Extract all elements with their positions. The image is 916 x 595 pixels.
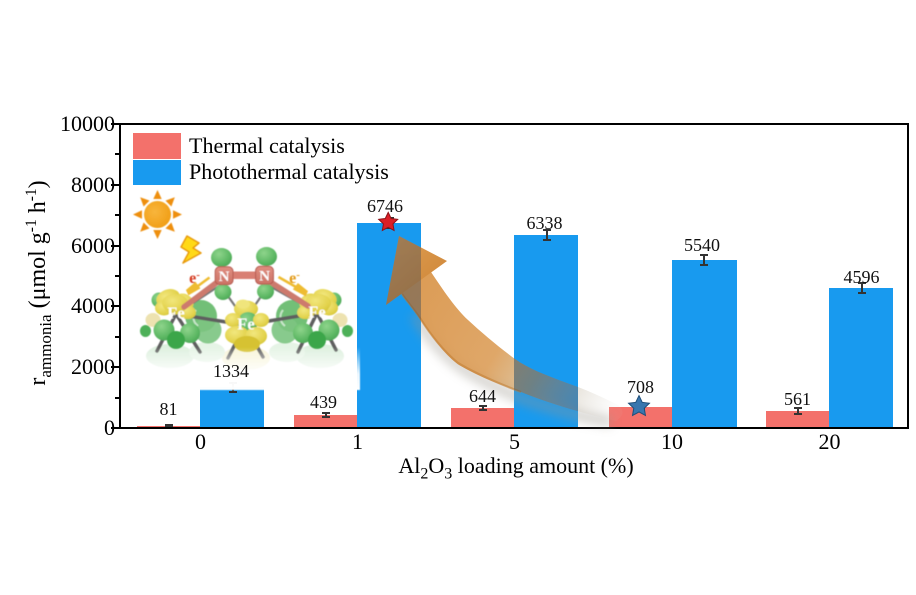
- svg-text:N: N: [219, 269, 230, 285]
- svg-text:Fe: Fe: [237, 315, 254, 334]
- svg-text:Fe: Fe: [308, 303, 325, 322]
- svg-text:e-: e-: [189, 269, 200, 287]
- svg-text:e-: e-: [289, 269, 300, 287]
- svg-text:N: N: [259, 269, 270, 285]
- svg-text:Fe: Fe: [167, 304, 184, 323]
